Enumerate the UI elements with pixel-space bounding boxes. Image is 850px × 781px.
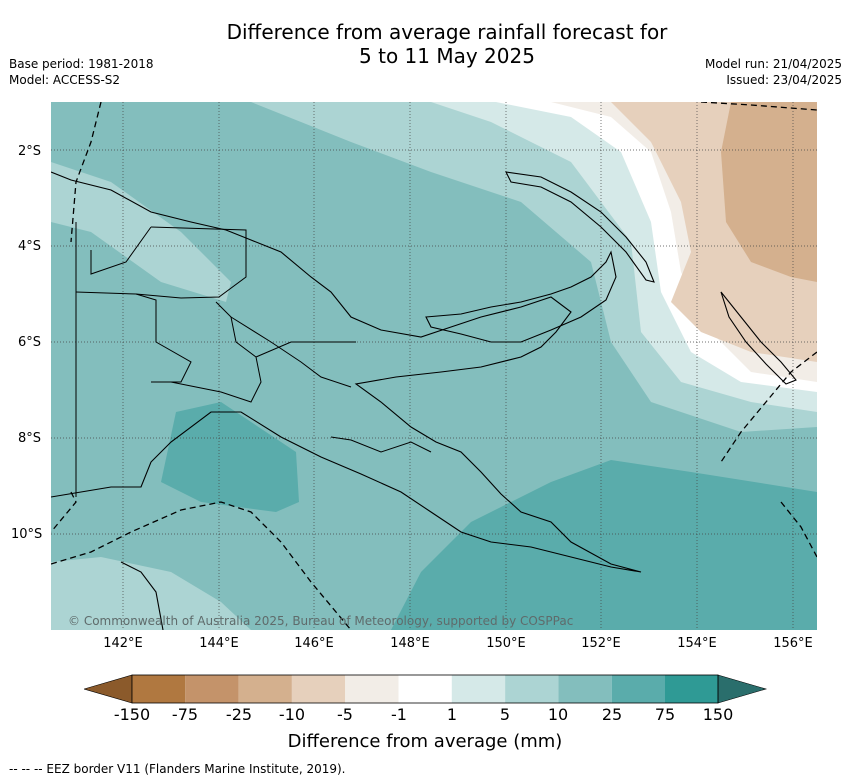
new-britain-coastline: [425, 250, 617, 343]
colorbar-cell-under: [84, 674, 133, 704]
colorbar-tick: -75: [171, 705, 199, 724]
bougainville-coastline: [720, 291, 797, 385]
lat-label: 8°S: [18, 431, 42, 446]
issued-text: Issued: 23/04/2025: [726, 73, 842, 87]
colorbar-cell: [665, 675, 718, 703]
chart-title: Difference from average rainfall forecas…: [0, 20, 850, 68]
colorbar-cell-over: [717, 674, 768, 704]
chart-title-line1: Difference from average rainfall forecas…: [226, 20, 668, 44]
colorbar-tick: 75: [654, 705, 676, 724]
colorbar-tick: 1: [446, 705, 458, 724]
band-1-to-5-west: [51, 162, 231, 302]
colorbar-cell: [398, 675, 452, 703]
new-ireland-coastline: [505, 171, 655, 283]
lon-label: 142°E: [103, 636, 143, 651]
lon-label: 156°E: [773, 636, 813, 651]
colorbar-title: Difference from average (mm): [287, 731, 563, 752]
eez-borders: [51, 102, 817, 630]
colorbar-tick: -150: [113, 705, 151, 724]
colorbar-cell: [185, 675, 239, 703]
colorbar-cell: [558, 675, 612, 703]
lon-label: 150°E: [486, 636, 526, 651]
meta-right: Model run: 21/04/2025 Issued: 23/04/2025: [705, 56, 842, 88]
colorbar-tick: -10: [278, 705, 306, 724]
colorbar-tick: 10: [547, 705, 569, 724]
colorbar-cell: [451, 675, 506, 703]
band-1-to-5-southwest: [51, 557, 251, 630]
new-guinea-coastline: [51, 171, 642, 573]
rainfall-map: [51, 102, 817, 630]
lat-label: 4°S: [18, 239, 42, 254]
graticule: [51, 102, 817, 630]
band-10-to-25-south: [391, 460, 817, 630]
lat-label: 6°S: [18, 335, 42, 350]
colorbar-cell: [238, 675, 292, 703]
colorbar-frame: [131, 674, 719, 704]
province-borders: [75, 222, 432, 497]
colorbar-cell: [505, 675, 559, 703]
base-period-text: Base period: 1981-2018: [9, 57, 154, 71]
model-text: Model: ACCESS-S2: [9, 73, 121, 87]
model-run-text: Model run: 21/04/2025: [704, 57, 842, 71]
colorbar-tick: -1: [391, 705, 407, 724]
band-10-to-25-gulf: [161, 402, 299, 512]
lon-label: 152°E: [581, 636, 621, 651]
colorbar: [84, 674, 768, 704]
colorbar-tick: 25: [601, 705, 623, 724]
eez-legend-note: -- -- -- EEZ border V11 (Flanders Marine…: [9, 762, 346, 776]
lat-label: 2°S: [18, 144, 42, 159]
colorbar-cell: [291, 675, 346, 703]
lon-label: 154°E: [677, 636, 717, 651]
lon-label: 144°E: [199, 636, 239, 651]
lon-label: 148°E: [390, 636, 430, 651]
lat-label: 10°S: [11, 527, 43, 542]
colorbar-tick: 5: [499, 705, 511, 724]
colorbar-tick: -5: [337, 705, 353, 724]
lon-label: 146°E: [294, 636, 334, 651]
colorbar-cell: [611, 675, 665, 703]
colorbar-tick: -25: [225, 705, 253, 724]
colorbar-cell: [132, 675, 186, 703]
meta-left: Base period: 1981-2018 Model: ACCESS-S2: [9, 56, 154, 88]
colorbar-tick: 150: [702, 705, 734, 724]
copyright-notice: © Commonwealth of Australia 2025, Bureau…: [68, 614, 574, 628]
chart-title-line2: 5 to 11 May 2025: [359, 44, 535, 68]
colorbar-cell: [345, 675, 399, 703]
cape-york-coastline: [120, 561, 164, 630]
